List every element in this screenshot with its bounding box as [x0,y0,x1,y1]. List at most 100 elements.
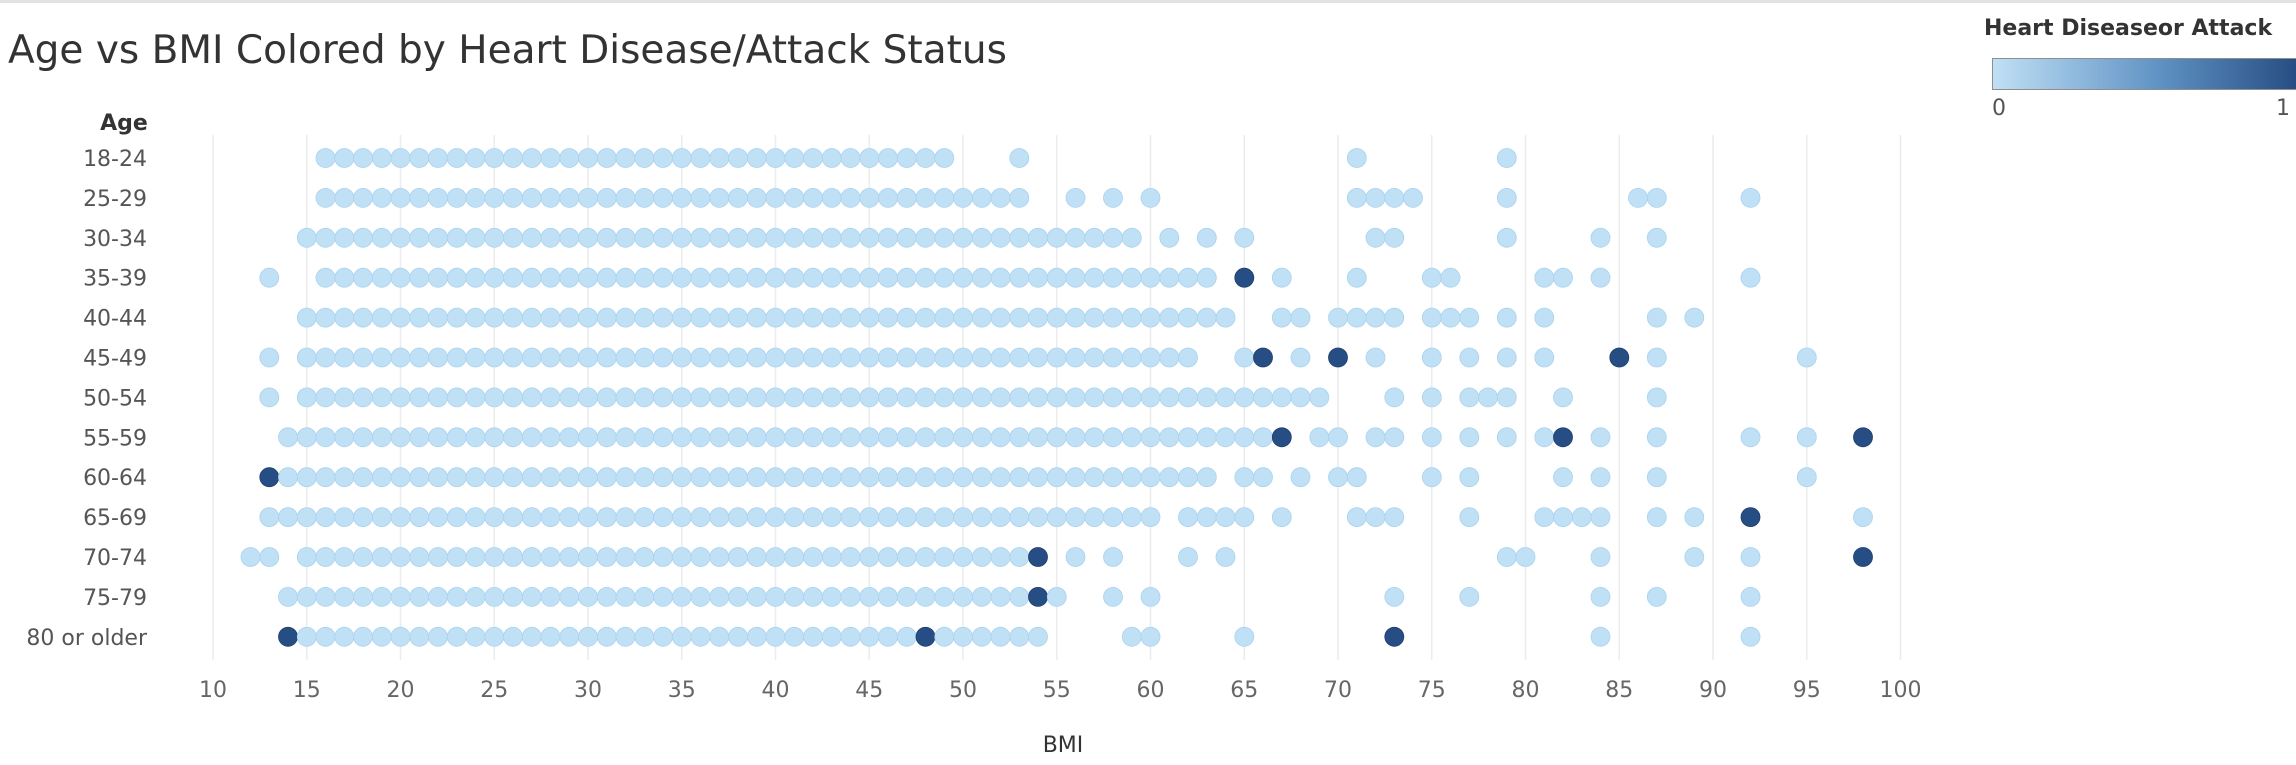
data-point-no-heart-disease[interactable] [578,427,598,448]
data-point-no-heart-disease[interactable] [671,626,692,647]
data-point-no-heart-disease[interactable] [971,467,992,488]
data-point-no-heart-disease[interactable] [896,267,917,288]
data-point-no-heart-disease[interactable] [1178,307,1198,328]
data-point-no-heart-disease[interactable] [1121,427,1142,448]
data-point-no-heart-disease[interactable] [1534,507,1555,527]
data-point-no-heart-disease[interactable] [915,148,936,168]
data-point-no-heart-disease[interactable] [896,307,917,328]
data-point-no-heart-disease[interactable] [484,267,505,288]
data-point-no-heart-disease[interactable] [746,148,767,168]
data-point-no-heart-disease[interactable] [953,547,973,567]
data-point-no-heart-disease[interactable] [784,148,805,168]
data-point-no-heart-disease[interactable] [1534,347,1555,368]
data-point-no-heart-disease[interactable] [503,387,523,408]
data-point-no-heart-disease[interactable] [728,587,748,607]
data-point-no-heart-disease[interactable] [878,267,898,288]
data-point-no-heart-disease[interactable] [390,626,411,647]
data-point-no-heart-disease[interactable] [915,507,936,527]
data-point-no-heart-disease[interactable] [690,307,711,328]
data-point-no-heart-disease[interactable] [971,507,992,527]
data-point-no-heart-disease[interactable] [1684,547,1705,567]
data-point-no-heart-disease[interactable] [1684,507,1705,527]
data-point-no-heart-disease[interactable] [821,387,842,408]
data-point-no-heart-disease[interactable] [615,187,636,208]
data-point-no-heart-disease[interactable] [859,507,880,527]
data-point-no-heart-disease[interactable] [1459,387,1480,408]
data-point-no-heart-disease[interactable] [1140,387,1161,408]
data-point-no-heart-disease[interactable] [690,148,711,168]
data-point-no-heart-disease[interactable] [409,467,430,488]
data-point-no-heart-disease[interactable] [1046,227,1067,248]
data-point-no-heart-disease[interactable] [1365,427,1386,448]
data-point-no-heart-disease[interactable] [521,227,542,248]
data-point-no-heart-disease[interactable] [371,227,392,248]
data-point-no-heart-disease[interactable] [728,267,748,288]
data-point-no-heart-disease[interactable] [1646,347,1667,368]
data-point-no-heart-disease[interactable] [540,507,561,527]
data-point-no-heart-disease[interactable] [784,227,805,248]
data-point-no-heart-disease[interactable] [728,148,748,168]
data-point-no-heart-disease[interactable] [315,547,336,567]
data-point-no-heart-disease[interactable] [840,267,861,288]
data-point-no-heart-disease[interactable] [371,547,392,567]
data-point-no-heart-disease[interactable] [896,187,917,208]
data-point-no-heart-disease[interactable] [896,227,917,248]
data-point-no-heart-disease[interactable] [1140,626,1161,647]
data-point-heart-disease[interactable] [1234,267,1255,288]
data-point-no-heart-disease[interactable] [990,626,1011,647]
data-point-no-heart-disease[interactable] [690,267,711,288]
data-point-no-heart-disease[interactable] [578,307,598,328]
data-point-no-heart-disease[interactable] [934,347,955,368]
data-point-no-heart-disease[interactable] [1009,187,1030,208]
data-point-no-heart-disease[interactable] [784,427,805,448]
data-point-no-heart-disease[interactable] [278,587,298,607]
data-point-no-heart-disease[interactable] [840,507,861,527]
data-point-no-heart-disease[interactable] [1084,387,1105,408]
data-point-no-heart-disease[interactable] [296,387,317,408]
data-point-no-heart-disease[interactable] [390,587,411,607]
data-point-heart-disease[interactable] [259,467,280,488]
data-point-no-heart-disease[interactable] [540,267,561,288]
data-point-no-heart-disease[interactable] [615,547,636,567]
data-point-no-heart-disease[interactable] [353,307,373,328]
data-point-no-heart-disease[interactable] [653,507,673,527]
data-point-no-heart-disease[interactable] [653,387,673,408]
data-point-no-heart-disease[interactable] [690,507,711,527]
data-point-no-heart-disease[interactable] [915,227,936,248]
data-point-no-heart-disease[interactable] [1140,427,1161,448]
data-point-no-heart-disease[interactable] [728,427,748,448]
data-point-no-heart-disease[interactable] [371,347,392,368]
data-point-no-heart-disease[interactable] [315,187,336,208]
data-point-no-heart-disease[interactable] [803,507,823,527]
data-point-no-heart-disease[interactable] [878,626,898,647]
data-point-no-heart-disease[interactable] [1590,507,1611,527]
data-point-no-heart-disease[interactable] [671,148,692,168]
data-point-no-heart-disease[interactable] [671,227,692,248]
data-point-no-heart-disease[interactable] [971,387,992,408]
data-point-no-heart-disease[interactable] [784,507,805,527]
data-point-no-heart-disease[interactable] [1046,387,1067,408]
data-point-no-heart-disease[interactable] [390,227,411,248]
data-point-no-heart-disease[interactable] [934,387,955,408]
data-point-no-heart-disease[interactable] [915,387,936,408]
data-point-no-heart-disease[interactable] [446,587,467,607]
data-point-no-heart-disease[interactable] [484,347,505,368]
data-point-no-heart-disease[interactable] [859,427,880,448]
data-point-no-heart-disease[interactable] [803,148,823,168]
data-point-no-heart-disease[interactable] [1084,507,1105,527]
data-point-no-heart-disease[interactable] [784,387,805,408]
data-point-no-heart-disease[interactable] [1159,347,1180,368]
data-point-no-heart-disease[interactable] [1178,467,1198,488]
data-point-no-heart-disease[interactable] [1459,307,1480,328]
data-point-no-heart-disease[interactable] [503,307,523,328]
data-point-no-heart-disease[interactable] [1496,148,1517,168]
data-point-no-heart-disease[interactable] [259,347,280,368]
data-point-no-heart-disease[interactable] [990,307,1011,328]
data-point-no-heart-disease[interactable] [821,547,842,567]
data-point-no-heart-disease[interactable] [746,587,767,607]
data-point-no-heart-disease[interactable] [503,187,523,208]
data-point-no-heart-disease[interactable] [1046,267,1067,288]
data-point-no-heart-disease[interactable] [278,467,298,488]
data-point-no-heart-disease[interactable] [596,387,617,408]
data-point-no-heart-disease[interactable] [484,587,505,607]
